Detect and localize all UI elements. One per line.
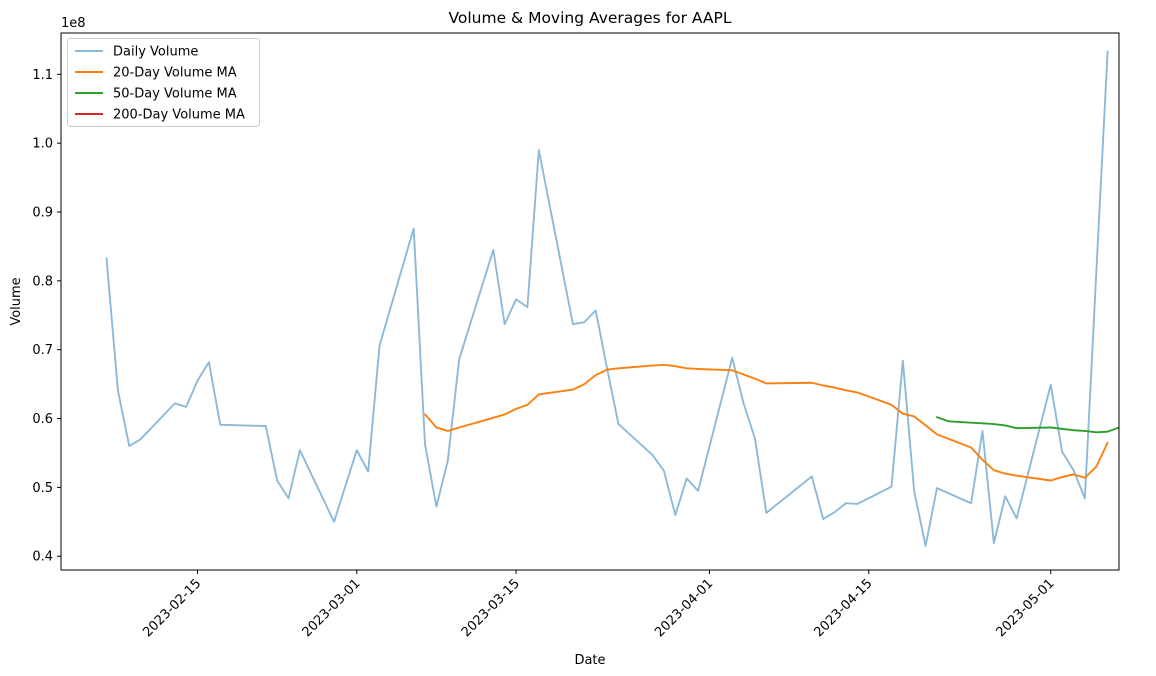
legend-label: 200-Day Volume MA [113,108,245,123]
legend-box [67,38,260,127]
series-line-3 [936,416,1119,434]
series-line-1 [105,50,1109,547]
y-tick-label: 0.9 [32,206,53,221]
y-tick-label: 0.7 [32,343,53,358]
legend-label: 20-Day Volume MA [113,66,237,81]
plot-frame [60,32,1120,571]
x-tick-label: 2023-02-15 [140,576,204,640]
x-tick-label: 2023-03-15 [459,576,523,640]
chart-title: Volume & Moving Averages for AAPL [448,9,731,27]
x-tick-label: 2023-03-01 [300,576,364,640]
plot-area [60,32,1120,571]
y-tick-label: 0.5 [32,481,53,496]
x-tick-label: 2023-04-01 [652,576,716,640]
legend-label: Daily Volume [113,45,198,60]
x-axis: 2023-02-15 2023-03-01 2023-03-15 2023-04-01… [140,570,1058,640]
x-tick-label: 2023-04-15 [812,576,876,640]
y-tick-label: 1.0 [32,137,53,152]
y-tick-label: 0.4 [32,550,53,565]
legend-label: 50-Day Volume MA [113,87,237,102]
y-scale-label: 1e8 [61,16,86,31]
y-axis-title: Volume [9,277,24,325]
y-tick-label: 0.6 [32,412,53,427]
legend: Daily Volume 20-Day Volume MA 50-Day Volum… [67,38,260,127]
y-tick-label: 1.1 [32,68,53,83]
x-axis-title: Date [574,653,605,668]
y-tick-label: 0.8 [32,274,53,289]
y-axis: 0.4 0.5 0.6 0.7 0.8 0.9 1.0 1.1 [32,68,61,565]
series-line-2 [424,363,1109,482]
series-lines [105,50,1119,547]
x-tick-label: 2023-05-01 [994,576,1058,640]
